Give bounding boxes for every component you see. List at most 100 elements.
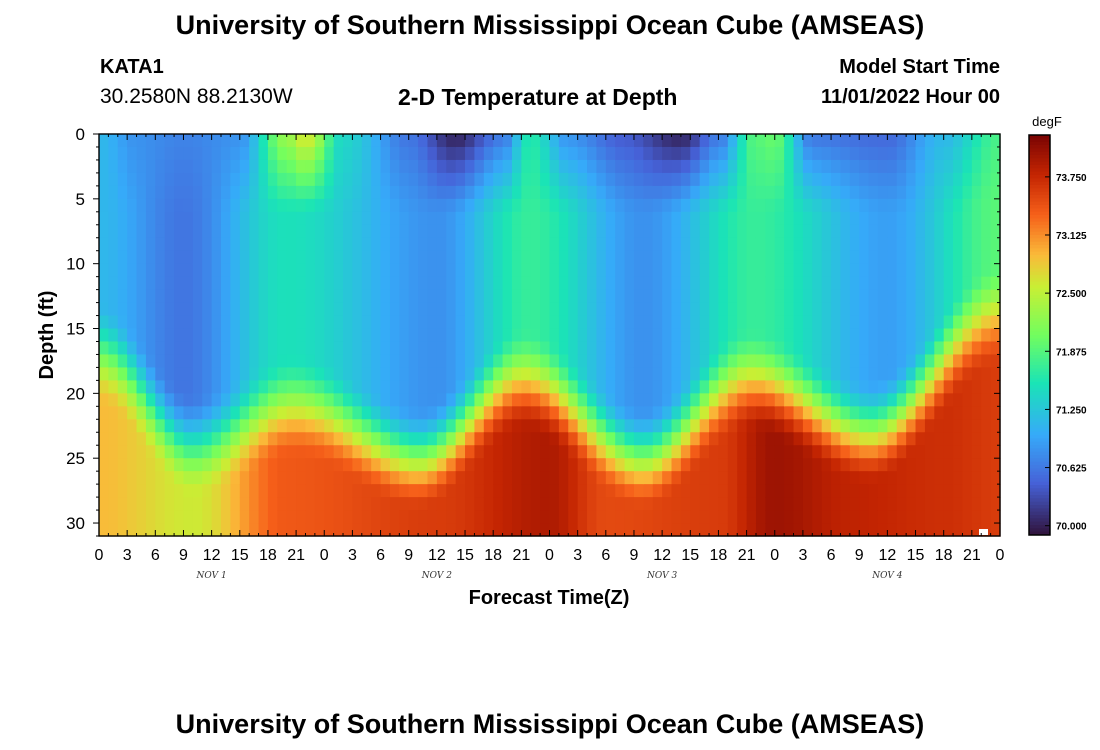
heatmap-cell	[249, 471, 260, 485]
heatmap-cell	[802, 341, 813, 356]
heatmap-cell	[990, 458, 1001, 472]
colorbar-segment	[1029, 255, 1050, 259]
heatmap-cell	[164, 458, 175, 472]
heatmap-cell	[230, 263, 241, 278]
heatmap-cell	[577, 328, 588, 343]
colorbar-segment	[1029, 338, 1050, 343]
heatmap-cell	[352, 458, 363, 472]
heatmap-cell	[727, 250, 738, 265]
heatmap-cell	[671, 263, 682, 278]
heatmap-cell	[286, 497, 297, 511]
heatmap-cell	[549, 510, 560, 524]
heatmap-cell	[277, 146, 288, 161]
heatmap-cell	[633, 393, 644, 407]
heatmap-cell	[624, 497, 635, 511]
colorbar-segment	[1029, 368, 1050, 373]
heatmap-cell	[408, 328, 419, 343]
heatmap-cell	[117, 367, 128, 381]
heatmap-cell	[709, 237, 720, 252]
heatmap-cell	[699, 276, 710, 291]
heatmap-cell	[840, 484, 851, 498]
colorbar-segment	[1029, 381, 1050, 386]
heatmap-cell	[155, 302, 166, 317]
heatmap-cell	[446, 523, 457, 537]
heatmap-cell	[877, 406, 888, 420]
heatmap-cell	[868, 289, 879, 304]
heatmap-cell	[652, 393, 663, 407]
heatmap-cell	[239, 159, 250, 174]
heatmap-cell	[662, 198, 673, 213]
heatmap-cell	[577, 354, 588, 369]
heatmap-cell	[371, 289, 382, 304]
heatmap-cell	[718, 471, 729, 485]
heatmap-cell	[343, 146, 354, 161]
heatmap-cell	[249, 523, 260, 537]
heatmap-cell	[840, 380, 851, 394]
heatmap-cell	[859, 523, 870, 537]
heatmap-cell	[164, 159, 175, 174]
heatmap-cell	[99, 341, 109, 356]
heatmap-cell	[521, 458, 532, 472]
heatmap-cell	[380, 471, 391, 485]
colorbar-segment	[1029, 298, 1050, 303]
heatmap-cell	[868, 497, 879, 511]
heatmap-cell	[127, 224, 138, 239]
heatmap-cell	[380, 250, 391, 265]
heatmap-cell	[746, 510, 757, 524]
heatmap-cell	[333, 328, 344, 343]
heatmap-cell	[962, 159, 973, 174]
heatmap-cell	[633, 432, 644, 446]
heatmap-cell	[793, 367, 804, 381]
x-tick-label: 21	[738, 547, 756, 564]
heatmap-cell	[812, 172, 823, 187]
heatmap-cell	[117, 134, 128, 148]
heatmap-cell	[934, 419, 945, 433]
heatmap-cell	[446, 328, 457, 343]
heatmap-cell	[605, 393, 616, 407]
heatmap-cell	[436, 289, 447, 304]
heatmap-cell	[709, 523, 720, 537]
heatmap-cell	[755, 250, 766, 265]
heatmap-cell	[221, 393, 231, 407]
heatmap-cell	[924, 328, 935, 343]
heatmap-cell	[784, 250, 795, 265]
heatmap-cell	[211, 159, 222, 174]
heatmap-cell	[577, 432, 588, 446]
heatmap-cell	[709, 471, 720, 485]
heatmap-cell	[192, 406, 203, 420]
heatmap-cell	[239, 380, 250, 394]
heatmap-cell	[436, 510, 447, 524]
heatmap-cell	[521, 159, 532, 174]
heatmap-cell	[624, 172, 635, 187]
heatmap-cell	[765, 134, 776, 148]
heatmap-cell	[633, 445, 644, 459]
heatmap-cell	[737, 406, 748, 420]
heatmap-cell	[192, 445, 203, 459]
heatmap-cell	[934, 237, 945, 252]
heatmap-cell	[192, 432, 203, 446]
heatmap-cell	[671, 134, 682, 148]
heatmap-cell	[474, 159, 485, 174]
heatmap-cell	[418, 250, 429, 265]
heatmap-cell	[202, 159, 213, 174]
heatmap-cell	[108, 523, 119, 537]
heatmap-cell	[906, 224, 917, 239]
heatmap-cell	[455, 211, 466, 226]
colorbar-segment	[1029, 291, 1050, 296]
heatmap-cell	[690, 367, 701, 381]
heatmap-cell	[690, 146, 701, 161]
heatmap-cell	[831, 393, 842, 407]
heatmap-cell	[155, 315, 166, 330]
heatmap-cell	[145, 354, 156, 369]
heatmap-cell	[399, 328, 410, 343]
heatmap-cell	[690, 224, 701, 239]
heatmap-cell	[755, 263, 766, 278]
heatmap-cell	[568, 237, 579, 252]
heatmap-cell	[793, 406, 804, 420]
heatmap-cell	[633, 523, 644, 537]
heatmap-cell	[145, 380, 156, 394]
heatmap-cell	[183, 315, 194, 330]
heatmap-cell	[793, 134, 804, 148]
heatmap-cell	[587, 484, 598, 498]
heatmap-cell	[821, 146, 832, 161]
